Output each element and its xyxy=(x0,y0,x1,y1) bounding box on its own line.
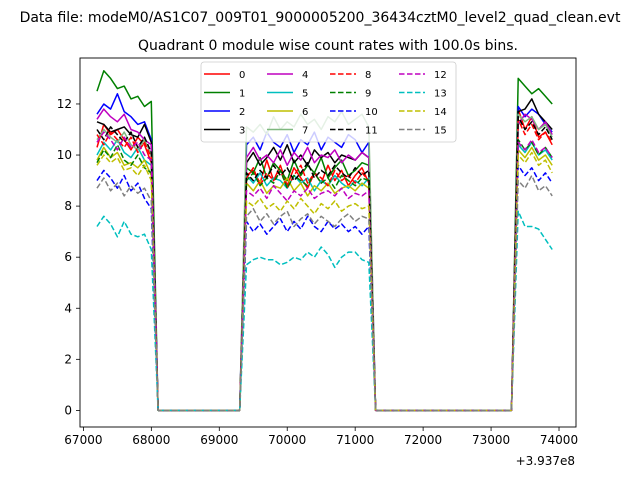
x-tick-label: 70000 xyxy=(268,433,306,447)
legend-label-1: 1 xyxy=(239,89,245,100)
series-line-9 xyxy=(96,138,553,412)
series-line-11 xyxy=(96,115,553,412)
series-line-6 xyxy=(96,146,553,412)
y-tick-label: 6 xyxy=(64,250,72,264)
y-axis: 0 2 4 6 8 10 12 xyxy=(57,97,80,417)
series-line-15 xyxy=(96,174,553,412)
figure-suptitle: Data file: modeM0/AS1C07_009T01_90000052… xyxy=(20,10,621,26)
plot-frame xyxy=(79,57,577,428)
x-offset-label: +3.937e8 xyxy=(516,454,575,468)
y-tick-label: 4 xyxy=(64,301,72,315)
x-tick-label: 73000 xyxy=(472,433,510,447)
series-line-14 xyxy=(96,151,553,412)
legend-label-7: 7 xyxy=(302,126,308,137)
legend-label-15: 15 xyxy=(434,126,447,137)
plot-lines xyxy=(96,70,553,412)
y-tick-label: 8 xyxy=(64,199,72,213)
y-tick-label: 2 xyxy=(64,352,72,366)
legend-label-2: 2 xyxy=(239,107,245,118)
x-tick-label: 74000 xyxy=(540,433,578,447)
legend-label-8: 8 xyxy=(365,70,371,81)
x-tick-label: 69000 xyxy=(200,433,238,447)
series-line-3 xyxy=(96,98,553,412)
chart-title: Quadrant 0 module wise count rates with … xyxy=(138,38,518,54)
series-line-13 xyxy=(96,210,553,412)
series-line-10 xyxy=(96,164,553,412)
legend-label-6: 6 xyxy=(302,107,308,118)
y-tick-label: 0 xyxy=(64,403,72,417)
legend-label-10: 10 xyxy=(365,107,378,118)
legend-label-0: 0 xyxy=(239,70,245,81)
legend-label-9: 9 xyxy=(365,89,371,100)
legend-label-5: 5 xyxy=(302,89,308,100)
legend-label-13: 13 xyxy=(434,89,447,100)
legend-label-12: 12 xyxy=(434,70,447,81)
x-tick-label: 71000 xyxy=(336,433,374,447)
x-axis: 67000 68000 69000 70000 71000 72000 73000 74000 xyxy=(64,427,578,447)
legend-label-3: 3 xyxy=(239,126,245,137)
legend-frame xyxy=(200,61,457,143)
series-line-8 xyxy=(96,118,553,412)
y-tick-label: 10 xyxy=(57,148,72,162)
legend-label-14: 14 xyxy=(434,107,447,118)
x-tick-label: 67000 xyxy=(64,433,102,447)
x-tick-label: 72000 xyxy=(404,433,442,447)
legend-label-4: 4 xyxy=(302,70,308,81)
y-tick-label: 12 xyxy=(57,97,72,111)
x-tick-label: 68000 xyxy=(132,433,170,447)
legend-label-11: 11 xyxy=(365,126,378,137)
